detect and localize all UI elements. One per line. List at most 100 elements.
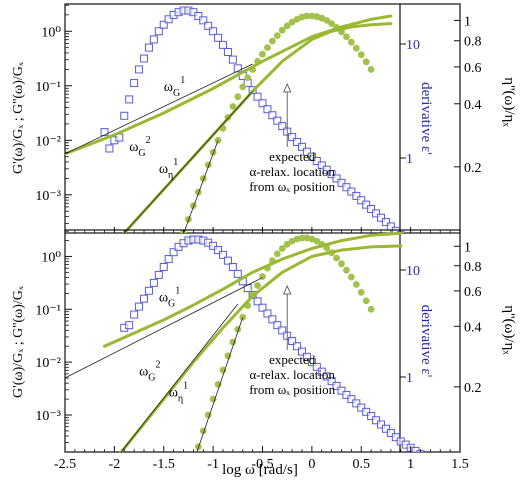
- derivative-point: [130, 79, 139, 88]
- derivative-point: [223, 47, 232, 56]
- derivative-point: [377, 420, 385, 429]
- derivative-point: [130, 310, 139, 319]
- eta-point: [190, 459, 197, 466]
- derivative-point: [317, 367, 326, 376]
- olive-curve-G_prime_prime_line_1: [103, 231, 403, 348]
- x-tick-label: 0.5: [353, 457, 371, 472]
- panel-bottom: 10⁰ 10⁻¹ 10⁻² 10⁻³ -2.5 -2 -1.5 -1 -0.5 0 0.5 1 1.5 1…: [35, 229, 482, 483]
- derivative-point: [120, 111, 129, 120]
- derivative-point: [447, 264, 454, 271]
- fit-line-fit_omega_G_2: [120, 303, 239, 452]
- eta-point: [308, 12, 316, 20]
- derivative-point: [437, 463, 444, 470]
- expected-text-line: α-relax. location: [249, 164, 335, 179]
- derivative-point: [307, 358, 316, 367]
- derivative-point: [219, 250, 227, 259]
- derivative-point: [214, 33, 223, 42]
- eta-point: [328, 20, 336, 28]
- eta-point: [323, 16, 331, 24]
- derivative-point: [135, 65, 144, 74]
- derivative-point: [105, 144, 114, 153]
- eta-point: [343, 33, 350, 41]
- eta-point: [313, 237, 321, 245]
- derivative-point: [352, 191, 361, 200]
- eta-point: [333, 254, 340, 262]
- derivative-point: [219, 40, 227, 49]
- x-tick-label: 1: [407, 457, 414, 472]
- expected-text-line: α-relax. location: [249, 367, 335, 382]
- x-tick-label: -2: [109, 457, 121, 472]
- left-y-label-bottom: G'(ω)/Gₓ ; G''(ω)/Gₓ: [11, 285, 26, 398]
- eta-point: [347, 38, 355, 46]
- derivative-point: [337, 386, 346, 395]
- derivative-point: [125, 95, 134, 104]
- derivative-point: [135, 302, 144, 311]
- eta-point: [239, 83, 247, 91]
- derivative-point: [412, 241, 419, 248]
- derivative-point: [372, 416, 381, 425]
- plot-frame: [64, 229, 461, 453]
- eta-point: [283, 22, 291, 30]
- left-y-label-top: G'(ω)/Gₓ ; G''(ω)/Gₓ: [11, 61, 26, 174]
- derivative-point: [298, 347, 306, 356]
- omega-label: ωG2: [139, 359, 160, 383]
- derivative-point: [457, 476, 464, 483]
- derivative-point: [302, 147, 311, 156]
- right-y-tick-label: 0.2: [464, 381, 482, 396]
- eta-point: [209, 148, 217, 156]
- plot-area: [65, 231, 464, 483]
- left-y-tick-label: 10⁻¹: [35, 303, 61, 318]
- derivative-point: [214, 246, 223, 255]
- derivative-point: [209, 241, 218, 250]
- derivative-point: [233, 269, 242, 278]
- derivative-point: [352, 399, 361, 408]
- derivative-point: [149, 35, 158, 44]
- eta-point: [362, 58, 370, 66]
- eta-point: [357, 51, 365, 59]
- eta-point: [194, 443, 202, 451]
- derivative-point: [159, 20, 168, 29]
- derivative-point: [228, 55, 237, 64]
- eta-point: [278, 245, 286, 252]
- inner-tick-label: 1: [406, 371, 413, 386]
- derivative-point: [302, 352, 311, 361]
- omega-label: ωG2: [129, 135, 150, 159]
- derivative-point: [337, 178, 346, 187]
- derivative-point: [144, 286, 153, 295]
- inner-tick-label: 10: [406, 264, 420, 279]
- eta-point: [259, 50, 266, 58]
- derivative-point: [442, 261, 449, 268]
- derivative-point: [342, 390, 351, 399]
- derivative-point: [144, 43, 153, 52]
- derivative-point: [278, 326, 287, 335]
- derivative-point: [417, 245, 424, 252]
- eta-point: [254, 282, 261, 289]
- right-y-label-top: η''(ω)/ηₓ: [501, 77, 517, 127]
- left-y-tick-label: 10⁻³: [35, 189, 61, 204]
- derivative-point: [402, 235, 409, 242]
- derivative-point: [407, 238, 414, 245]
- derivative-point: [422, 248, 429, 255]
- derivative-point: [293, 137, 302, 146]
- eta-point: [357, 288, 365, 296]
- eta-point: [352, 44, 360, 52]
- derivative-point: [263, 105, 272, 114]
- derivative-point: [293, 342, 302, 351]
- omega-label: ωη1: [169, 381, 188, 405]
- derivative-point: [357, 196, 366, 205]
- derivative-point: [288, 337, 297, 345]
- expected-arrow-head: [283, 83, 292, 93]
- panel-top: 10⁰ 10⁻¹ 10⁻² 10⁻³ 1 0.8 0.6 0.4 0.2 10 1 derivativ…: [35, 3, 482, 271]
- derivative-point: [367, 205, 376, 214]
- derivative-point: [140, 294, 148, 303]
- olive-curve-G_prime_prime_line_1: [65, 14, 393, 156]
- eta-point: [268, 37, 276, 45]
- expected-text-line: expected: [269, 149, 316, 164]
- derivative-point: [322, 372, 331, 381]
- inner-tick-label: 1: [406, 152, 413, 167]
- right-y-tick-label: 0.6: [464, 285, 482, 300]
- expected-text-line: from ωₓ position: [249, 382, 335, 397]
- x-axis-label: log ω [rad/s]: [222, 462, 298, 478]
- derivative-point: [322, 165, 331, 174]
- derivative-point: [427, 251, 434, 258]
